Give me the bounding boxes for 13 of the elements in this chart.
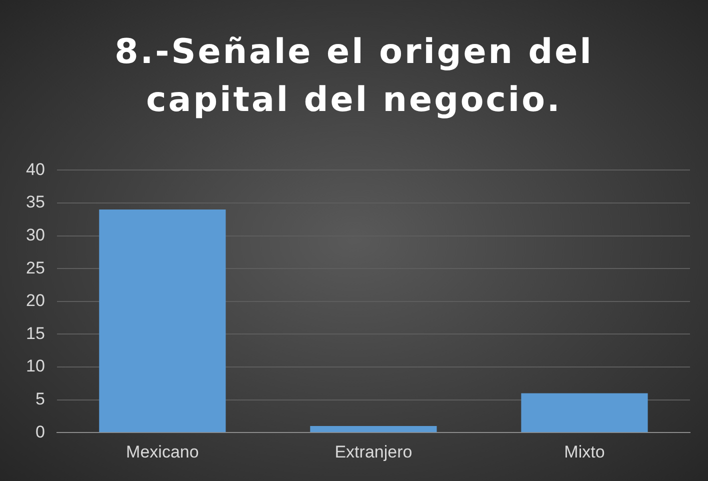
y-tick-label: 35	[26, 192, 45, 212]
x-tick-label: Mixto	[564, 442, 605, 462]
y-tick-label: 0	[35, 422, 45, 442]
x-tick-label: Extranjero	[334, 442, 412, 462]
y-tick-label: 15	[26, 324, 45, 343]
y-tick-label: 30	[26, 225, 45, 244]
x-tick-label: Mexicano	[126, 442, 199, 462]
y-tick-label: 10	[26, 356, 45, 376]
y-tick-label: 40	[26, 160, 45, 179]
y-tick-label: 5	[35, 389, 45, 408]
chart-title: 8.-Señale el origen del capital del negocio.	[114, 31, 594, 122]
y-tick-label: 25	[26, 258, 45, 278]
y-tick-label: 20	[26, 291, 45, 310]
